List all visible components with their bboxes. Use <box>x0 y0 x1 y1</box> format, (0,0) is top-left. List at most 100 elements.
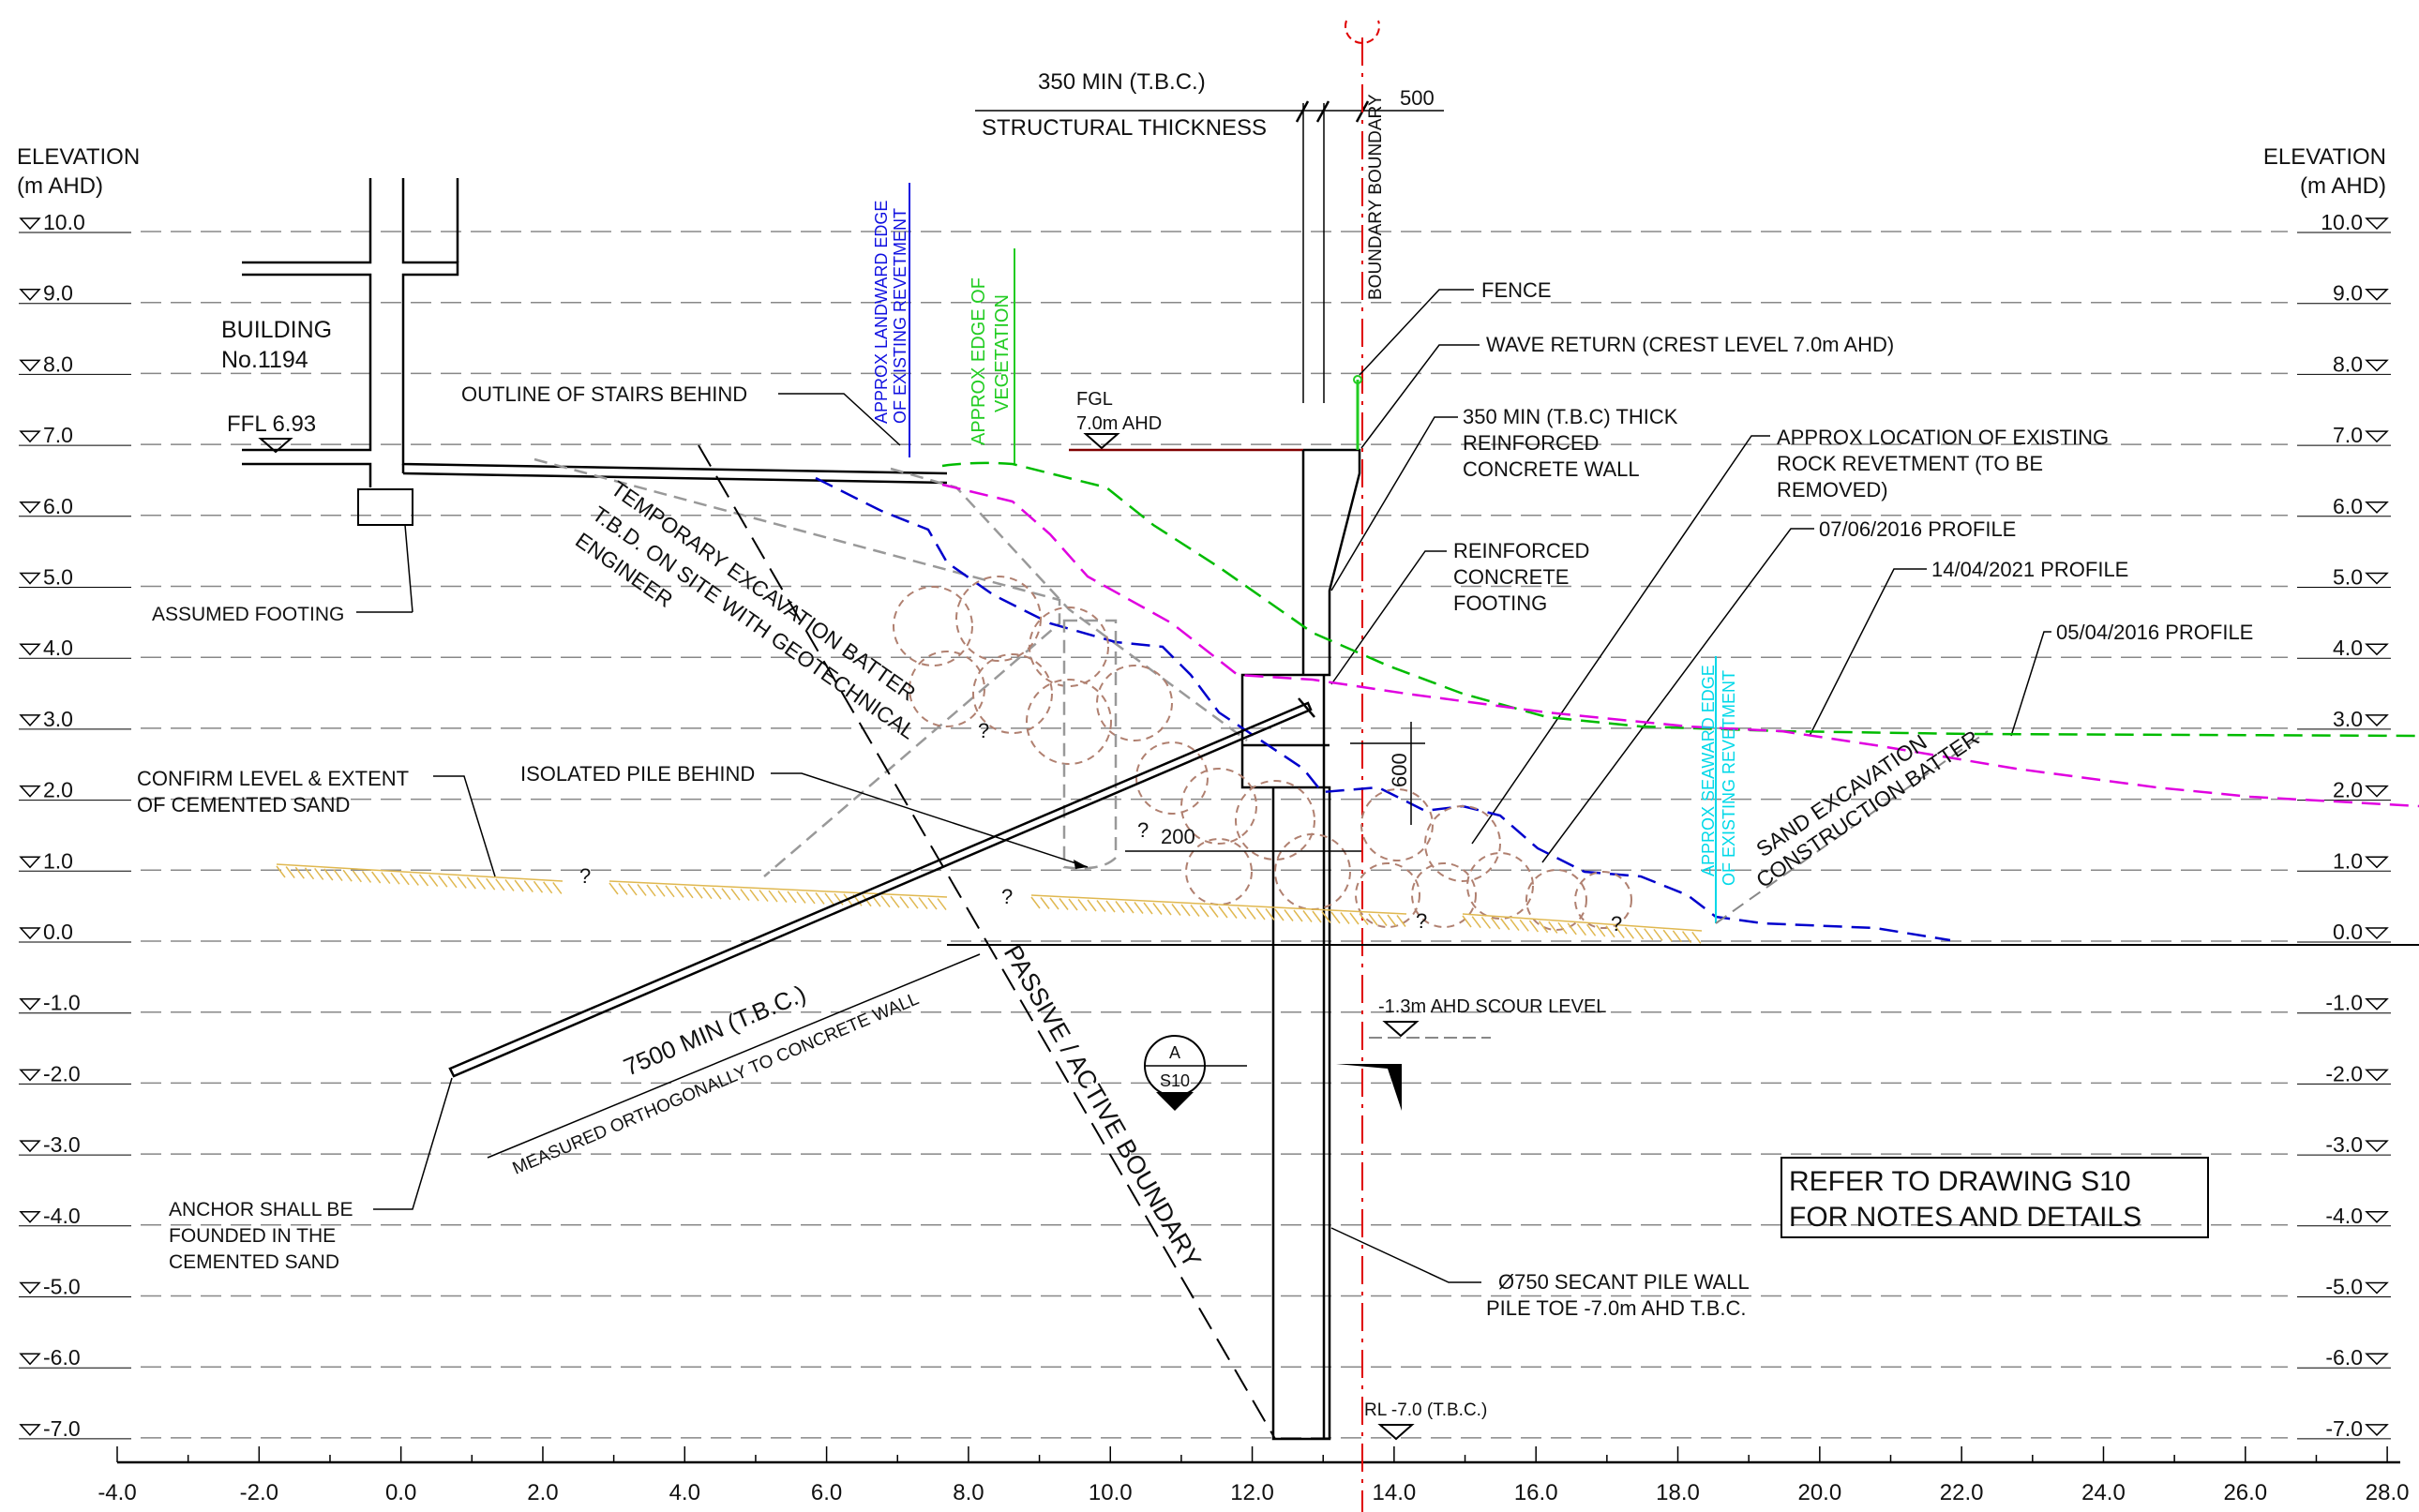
sand-hatch <box>768 890 778 903</box>
level-marker-icon <box>19 1353 41 1366</box>
rock-boulder <box>955 576 1042 662</box>
sand-hatch <box>1265 908 1275 921</box>
passive-active-boundary-line <box>698 444 1276 1440</box>
sand-hatch <box>428 875 439 888</box>
sand-hatch <box>1049 897 1059 910</box>
sand-hatch <box>514 879 524 892</box>
level-marker-icon <box>2365 502 2389 514</box>
sand-hatch <box>438 875 448 888</box>
chainage-label: -4.0 <box>98 1480 136 1505</box>
ffl-label: FFL 6.93 <box>227 412 316 437</box>
rock-boulder <box>893 586 973 666</box>
ffl-level-icon <box>258 438 293 454</box>
sand-hatch <box>787 891 797 904</box>
sand-hatch <box>1605 925 1615 938</box>
rl-label: RL -7.0 (T.B.C.) <box>1364 1400 1487 1420</box>
sand-hatch <box>285 866 295 879</box>
chainage-label: 24.0 <box>2081 1480 2126 1505</box>
sand-hatch <box>1321 911 1331 923</box>
sand-hatch <box>1096 900 1106 912</box>
level-marker-icon <box>2365 217 2389 231</box>
level-marker-icon <box>19 714 41 727</box>
refer-line-1: REFER TO DRAWING S10 <box>1789 1166 2131 1197</box>
sand-hatch <box>1237 906 1247 920</box>
sand-hatch <box>1480 916 1492 929</box>
sand-hatch <box>333 869 343 882</box>
landward-edge-label: APPROX LANDWARD EDGE <box>872 201 891 424</box>
sand-hatch <box>1624 926 1635 939</box>
elevation-label-left: -1.0 <box>43 991 81 1015</box>
rock-boulder <box>1096 665 1173 741</box>
building-name: BUILDING <box>221 317 332 343</box>
confirm-label-1: CONFIRM LEVEL & EXTENT <box>137 767 409 790</box>
sand-hatch <box>1615 926 1625 938</box>
anchor-note-3: CEMENTED SAND <box>169 1251 339 1273</box>
rock-boulder <box>1411 862 1477 928</box>
rock-boulder <box>909 651 985 727</box>
leader-line <box>771 772 1089 868</box>
sand-hatch <box>466 876 476 890</box>
leader-line <box>2010 631 2051 737</box>
leader-line <box>373 1077 453 1210</box>
elevation-label-right: 10.0 <box>2321 210 2363 234</box>
sand-hatch <box>1633 927 1645 940</box>
sand-hatch <box>1462 915 1472 928</box>
sand-hatch <box>1068 898 1078 911</box>
chainage-label: 4.0 <box>669 1480 700 1505</box>
leader-line <box>433 775 496 877</box>
sand-hatch <box>1284 909 1294 921</box>
chainage-label: 28.0 <box>2366 1480 2410 1505</box>
sand-edge <box>609 880 948 898</box>
tick-mark <box>1295 100 1310 123</box>
chainage-label: 2.0 <box>527 1480 558 1505</box>
level-marker-icon <box>19 643 41 656</box>
fgl-level-label: 7.0m AHD <box>1076 413 1162 434</box>
level-marker-icon <box>19 1069 41 1082</box>
chainage-label: -2.0 <box>240 1480 278 1505</box>
sand-hatch <box>276 865 286 878</box>
dim-600-label: 600 <box>1388 753 1411 787</box>
section-marker-arrow-icon <box>1156 1092 1194 1111</box>
level-marker-icon <box>19 1424 41 1437</box>
level-marker-icon <box>2365 572 2389 585</box>
footing-label-2: CONCRETE <box>1453 565 1569 589</box>
level-marker-icon <box>19 997 41 1010</box>
sand-hatch <box>618 883 628 895</box>
chainage-label: 14.0 <box>1373 1480 1417 1505</box>
wall-label-3: CONCRETE WALL <box>1463 457 1640 481</box>
seaward-edge-label: APPROX SEAWARD EDGE <box>1699 665 1718 876</box>
elevation-label-right: 7.0 <box>2333 423 2363 447</box>
elevation-label-right: 6.0 <box>2333 494 2363 518</box>
sand-hatch <box>1162 903 1172 916</box>
sand-hatch <box>457 876 467 889</box>
sand-hatch <box>796 891 806 904</box>
level-marker-icon <box>19 1140 41 1153</box>
confirm-label-2: OF CEMENTED SAND <box>137 793 350 816</box>
sand-hatch <box>304 867 315 880</box>
level-marker-icon <box>19 927 41 940</box>
level-marker-icon <box>2365 1353 2389 1366</box>
level-marker-icon <box>2365 714 2389 726</box>
elevation-label-left: -4.0 <box>43 1204 81 1228</box>
sand-hatch <box>352 870 362 883</box>
level-marker-icon <box>19 217 41 231</box>
sand-hatch <box>342 869 353 882</box>
elevation-label-left: 0.0 <box>43 920 73 944</box>
sand-hatch <box>294 866 305 879</box>
stairs-outline <box>890 467 1248 742</box>
leader-line <box>778 393 901 446</box>
elevation-grid <box>141 231 2288 1439</box>
sand-hatch <box>323 868 334 881</box>
sand-hatch <box>1644 928 1654 941</box>
level-marker-icon <box>2365 1424 2389 1436</box>
rock-boulder <box>1185 838 1253 906</box>
sand-hatch <box>1190 905 1200 917</box>
landward-edge-label-2: OF EXISTING REVETMENT <box>891 208 909 424</box>
leader-line <box>404 524 413 613</box>
elevation-label-right: -6.0 <box>2325 1345 2363 1370</box>
sand-hatch <box>504 878 515 891</box>
rock-boulder <box>1180 768 1257 845</box>
sand-hatch <box>1209 906 1219 918</box>
sand-hatch <box>418 874 429 887</box>
sand-hatch <box>1030 896 1041 909</box>
